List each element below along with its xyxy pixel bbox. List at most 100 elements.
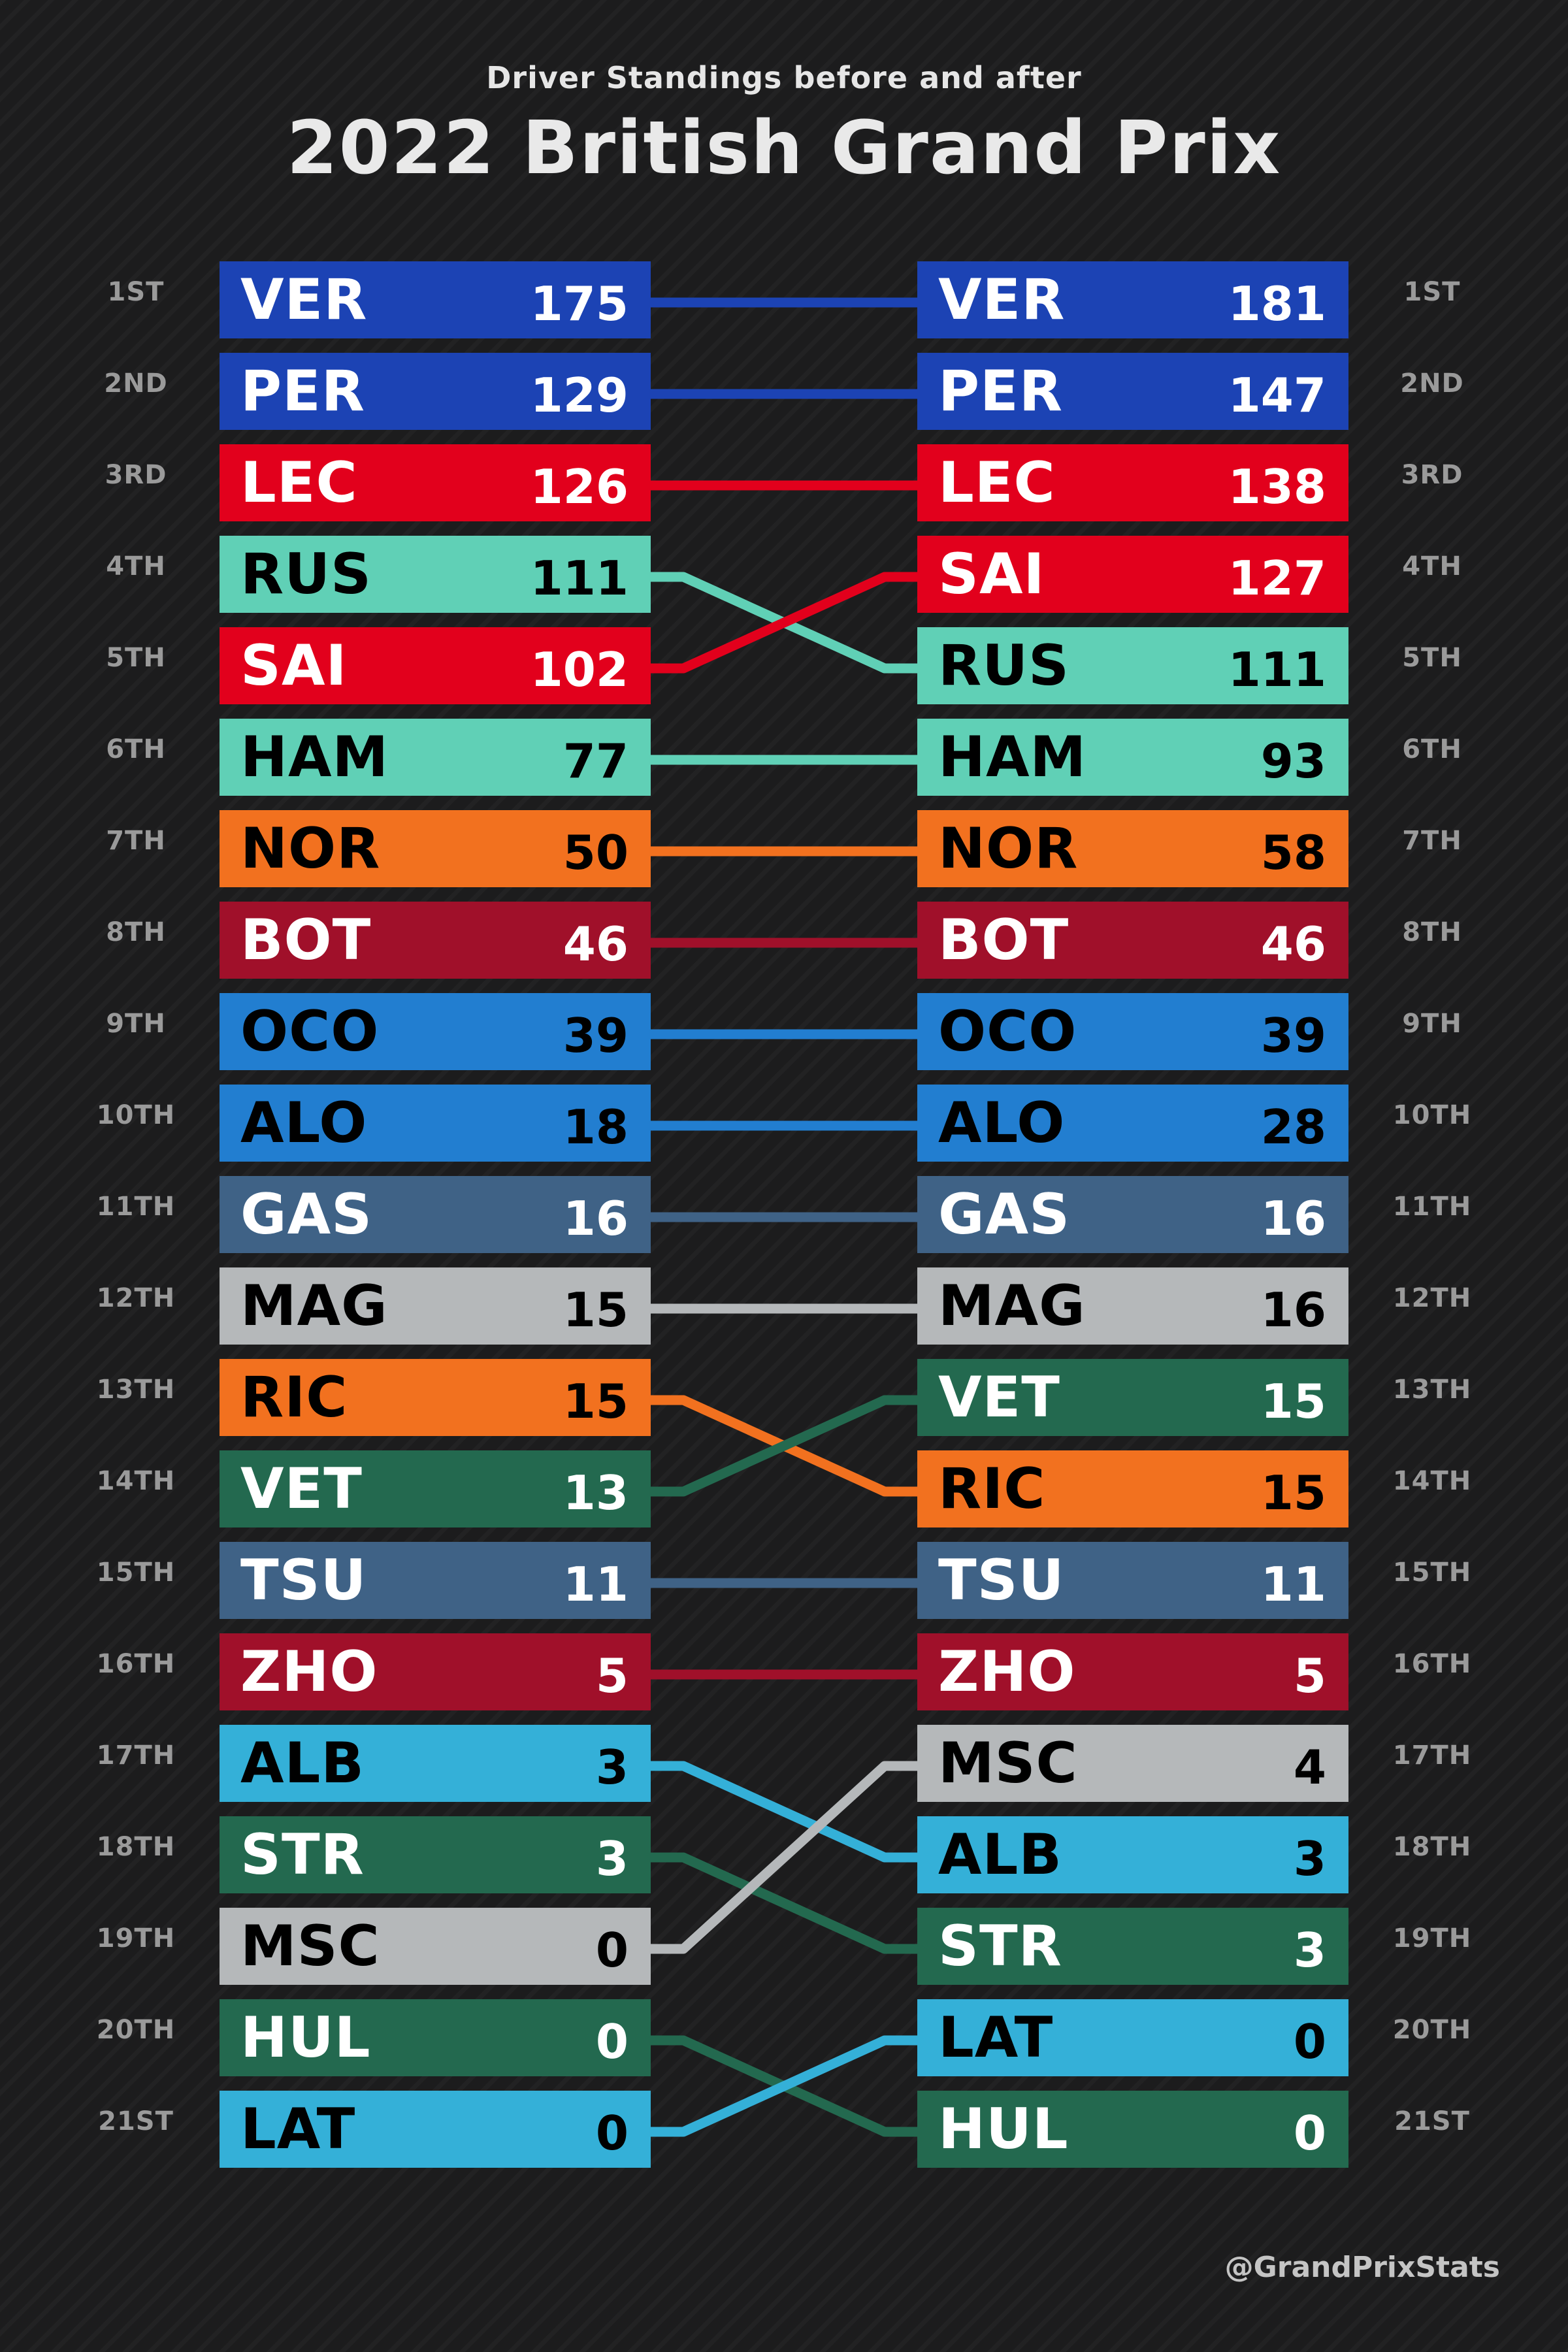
after-row-mag: MAG 16: [917, 1267, 1348, 1345]
position-label-left: 1ST: [107, 277, 165, 307]
position-label-right: 11TH: [1392, 1192, 1472, 1222]
driver-points: 102: [530, 642, 629, 697]
driver-code: RIC: [240, 1365, 348, 1430]
driver-points: 138: [1228, 459, 1326, 514]
connector-lat: [651, 2035, 917, 2137]
driver-points: 5: [1293, 1648, 1326, 1703]
after-row-per: PER 147: [917, 353, 1348, 430]
driver-points: 15: [563, 1374, 629, 1429]
driver-points: 39: [563, 1008, 629, 1063]
driver-code: VET: [938, 1365, 1060, 1430]
connector-vet: [651, 1395, 917, 1497]
after-row-hul: HUL 0: [917, 2091, 1348, 2168]
before-row-bot: BOT 46: [220, 902, 651, 979]
driver-points: 28: [1260, 1100, 1326, 1154]
position-label-left: 7TH: [106, 826, 166, 856]
position-label-right: 14TH: [1392, 1466, 1472, 1496]
driver-code: LEC: [938, 450, 1056, 515]
driver-code: NOR: [240, 816, 381, 881]
driver-points: 5: [595, 1648, 629, 1703]
driver-points: 127: [1228, 551, 1326, 606]
position-label-right: 21ST: [1394, 2106, 1470, 2136]
after-row-ham: HAM 93: [917, 719, 1348, 796]
position-label-left: 6TH: [106, 734, 166, 764]
driver-points: 13: [563, 1465, 629, 1520]
driver-code: GAS: [240, 1182, 373, 1247]
driver-code: BOT: [938, 907, 1070, 973]
driver-points: 126: [530, 459, 629, 514]
before-row-alo: ALO 18: [220, 1085, 651, 1162]
position-label-right: 16TH: [1392, 1649, 1472, 1679]
driver-points: 0: [595, 1923, 629, 1978]
driver-points: 4: [1293, 1740, 1326, 1795]
position-label-right: 10TH: [1392, 1100, 1472, 1130]
driver-code: BOT: [240, 907, 372, 973]
before-row-nor: NOR 50: [220, 810, 651, 887]
position-label-left: 11TH: [96, 1192, 176, 1222]
after-row-tsu: TSU 11: [917, 1542, 1348, 1619]
driver-code: STR: [240, 1822, 365, 1887]
driver-code: GAS: [938, 1182, 1071, 1247]
after-row-alo: ALO 28: [917, 1085, 1348, 1162]
driver-points: 11: [563, 1557, 629, 1612]
after-row-str: STR 3: [917, 1908, 1348, 1985]
after-row-zho: ZHO 5: [917, 1633, 1348, 1710]
before-row-str: STR 3: [220, 1816, 651, 1893]
position-label-right: 18TH: [1392, 1832, 1472, 1862]
position-label-left: 19TH: [96, 1923, 176, 1953]
position-label-right: 1ST: [1403, 277, 1461, 307]
driver-code: LEC: [240, 450, 358, 515]
before-row-ver: VER 175: [220, 261, 651, 338]
driver-points: 0: [595, 2106, 629, 2161]
position-label-left: 3RD: [105, 460, 167, 490]
driver-points: 175: [530, 276, 629, 331]
driver-points: 3: [595, 1740, 629, 1795]
driver-code: PER: [938, 359, 1063, 424]
before-row-zho: ZHO 5: [220, 1633, 651, 1710]
driver-points: 58: [1260, 825, 1326, 880]
position-label-right: 6TH: [1402, 734, 1462, 764]
driver-points: 18: [563, 1100, 629, 1154]
position-label-right: 9TH: [1402, 1009, 1462, 1039]
position-label-right: 5TH: [1402, 643, 1462, 673]
driver-points: 0: [1293, 2106, 1326, 2161]
position-label-left: 16TH: [96, 1649, 176, 1679]
driver-points: 15: [1260, 1465, 1326, 1520]
driver-code: SAI: [938, 542, 1045, 607]
driver-points: 39: [1260, 1008, 1326, 1063]
position-label-left: 5TH: [106, 643, 166, 673]
driver-code: MSC: [240, 1914, 380, 1979]
driver-points: 16: [1260, 1282, 1326, 1337]
position-label-left: 18TH: [96, 1832, 176, 1862]
driver-points: 46: [1260, 917, 1326, 972]
position-label-left: 4TH: [106, 551, 166, 581]
connector-str: [651, 1852, 917, 1954]
before-row-rus: RUS 111: [220, 536, 651, 613]
position-label-right: 3RD: [1401, 460, 1463, 490]
driver-code: TSU: [240, 1548, 367, 1613]
before-row-ric: RIC 15: [220, 1359, 651, 1436]
before-row-msc: MSC 0: [220, 1908, 651, 1985]
driver-points: 111: [1228, 642, 1326, 697]
position-label-left: 12TH: [96, 1283, 176, 1313]
driver-code: SAI: [240, 633, 348, 698]
driver-code: MAG: [240, 1273, 388, 1339]
connector-msc: [651, 1761, 917, 1954]
after-row-ric: RIC 15: [917, 1450, 1348, 1527]
before-row-mag: MAG 15: [220, 1267, 651, 1345]
driver-code: ZHO: [240, 1639, 378, 1705]
driver-code: LAT: [240, 2097, 356, 2162]
position-label-right: 13TH: [1392, 1375, 1472, 1405]
driver-code: HAM: [938, 725, 1087, 790]
driver-code: ALO: [938, 1090, 1066, 1156]
before-row-per: PER 129: [220, 353, 651, 430]
driver-points: 16: [563, 1191, 629, 1246]
before-row-alb: ALB 3: [220, 1725, 651, 1802]
position-label-right: 7TH: [1402, 826, 1462, 856]
after-row-lat: LAT 0: [917, 1999, 1348, 2076]
before-row-hul: HUL 0: [220, 1999, 651, 2076]
chart-title: 2022 British Grand Prix: [286, 106, 1282, 191]
after-row-oco: OCO 39: [917, 993, 1348, 1070]
driver-code: VER: [938, 267, 1066, 333]
